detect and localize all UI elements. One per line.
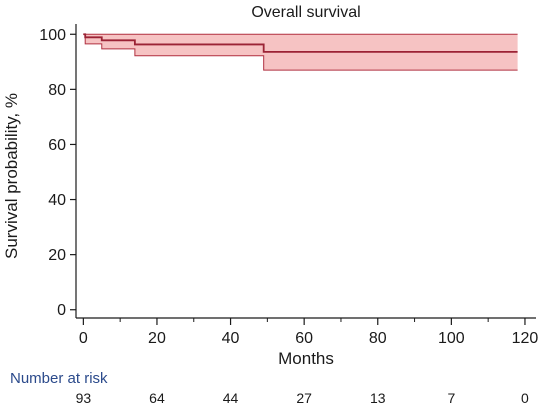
x-tick-label: 20: [148, 330, 166, 347]
risk-count: 27: [296, 390, 312, 405]
risk-table-title: Number at risk: [10, 370, 108, 387]
x-tick-label: 80: [369, 330, 387, 347]
risk-count: 93: [76, 390, 92, 405]
risk-count: 7: [447, 390, 455, 405]
y-tick-label: 0: [57, 302, 66, 319]
risk-count: 0: [521, 390, 529, 405]
y-tick-label: 80: [48, 82, 66, 99]
risk-table: 93 64 44 27 13 7 0: [76, 390, 529, 405]
y-axis-label: Survival probability, %: [2, 93, 21, 259]
y-tick-label: 20: [48, 247, 66, 264]
x-tick-label: 100: [438, 330, 465, 347]
x-tick-label: 40: [222, 330, 240, 347]
axes: 0 20 40 60 80 100 0 20 40 60 80 100 120: [39, 24, 538, 347]
risk-count: 64: [149, 390, 165, 405]
x-tick-label: 120: [512, 330, 538, 347]
y-tick-label: 40: [48, 192, 66, 209]
risk-count: 44: [223, 390, 239, 405]
plot-area: [83, 33, 518, 71]
x-tick-label: 0: [79, 330, 88, 347]
y-tick-label: 100: [39, 27, 66, 44]
y-tick-label: 60: [48, 137, 66, 154]
x-axis-label: Months: [278, 349, 334, 368]
survival-curve: [83, 33, 518, 53]
risk-count: 13: [370, 390, 386, 405]
chart-title: Overall survival: [251, 4, 360, 21]
x-tick-label: 60: [295, 330, 313, 347]
ci-lower-line: [83, 33, 518, 71]
